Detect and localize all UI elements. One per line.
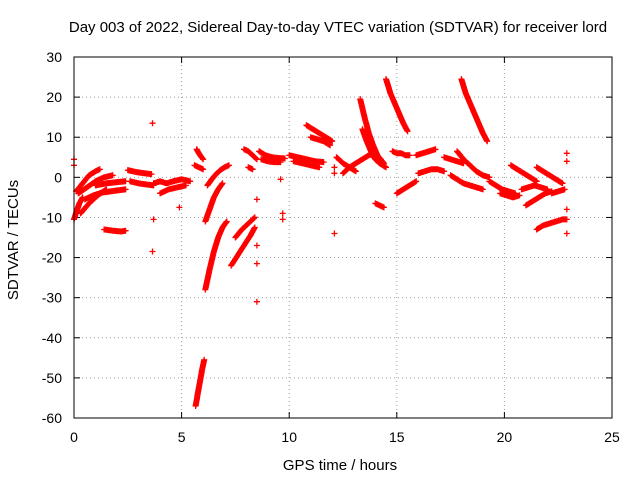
chart-title: Day 003 of 2022, Sidereal Day-to-day VTE… [69,19,607,36]
data-point [199,155,206,162]
data-point [327,142,334,149]
data-point [223,218,230,225]
data-point [96,166,103,173]
x-tick-label: 20 [497,429,513,445]
data-point [563,206,570,213]
data-point [404,128,411,135]
data-point [563,230,570,237]
data-point [383,164,389,171]
y-tick-label: 30 [46,49,62,65]
data-points [71,76,570,409]
data-point [561,186,568,193]
data-point [200,166,207,173]
data-point [201,356,208,363]
data-point [432,146,439,153]
data-point [331,164,338,171]
data-point [148,171,155,178]
data-point [277,176,284,183]
data-point [279,216,286,223]
y-tick-label: -30 [42,290,62,306]
x-tick-label: 10 [281,429,297,445]
data-point [251,214,258,221]
data-point [251,215,257,222]
data-point [329,138,336,145]
data-point [281,155,288,162]
data-point [279,210,286,217]
data-point [122,186,129,193]
data-point [413,178,420,185]
data-point [352,168,359,175]
grid-lines [74,57,612,418]
x-axis-label: GPS time / hours [283,457,397,474]
x-tick-label: 15 [389,429,405,445]
data-point [109,172,116,179]
data-point [277,159,284,166]
x-tick-label: 5 [178,429,186,445]
y-tick-label: -50 [42,370,62,386]
data-point [253,298,260,305]
data-point [316,164,323,171]
data-point [331,230,338,237]
data-point [406,152,413,159]
data-point [563,216,570,223]
data-point [176,204,183,211]
data-point [150,216,157,223]
data-point [484,138,491,145]
data-point [122,227,129,234]
data-point [182,182,189,189]
data-point [320,159,327,166]
y-tick-label: 10 [46,129,62,145]
data-point [253,155,260,162]
data-point [225,162,232,169]
y-tick-label: -20 [42,250,62,266]
y-tick-label: -40 [42,330,62,346]
data-point [331,170,338,177]
data-point [563,158,570,165]
data-point [253,242,260,249]
data-point [149,248,156,255]
data-point [479,186,486,193]
data-point [149,120,156,127]
y-axis-label: SDTVAR / TECUs [5,180,22,300]
data-point [253,260,260,267]
plot-frame [73,56,613,419]
data-point [251,224,258,231]
y-tick-label: -10 [42,209,62,225]
x-tick-labels: 0 5 10 15 20 25 [70,429,620,445]
data-point [559,180,566,187]
y-tick-labels: -60 -50 -40 -30 -20 -10 0 10 20 30 [42,49,62,426]
data-point [219,180,226,187]
x-tick-label: 25 [604,429,620,445]
data-point [516,192,523,199]
data-point [200,156,207,163]
data-point [253,196,260,203]
y-tick-label: 0 [54,169,62,185]
data-point [380,204,387,211]
data-point [249,166,256,173]
y-tick-label: 20 [46,89,62,105]
data-point [563,150,570,157]
y-tick-label: -60 [42,410,62,426]
data-point [187,178,194,185]
x-tick-label: 0 [70,429,78,445]
data-point [441,168,448,175]
